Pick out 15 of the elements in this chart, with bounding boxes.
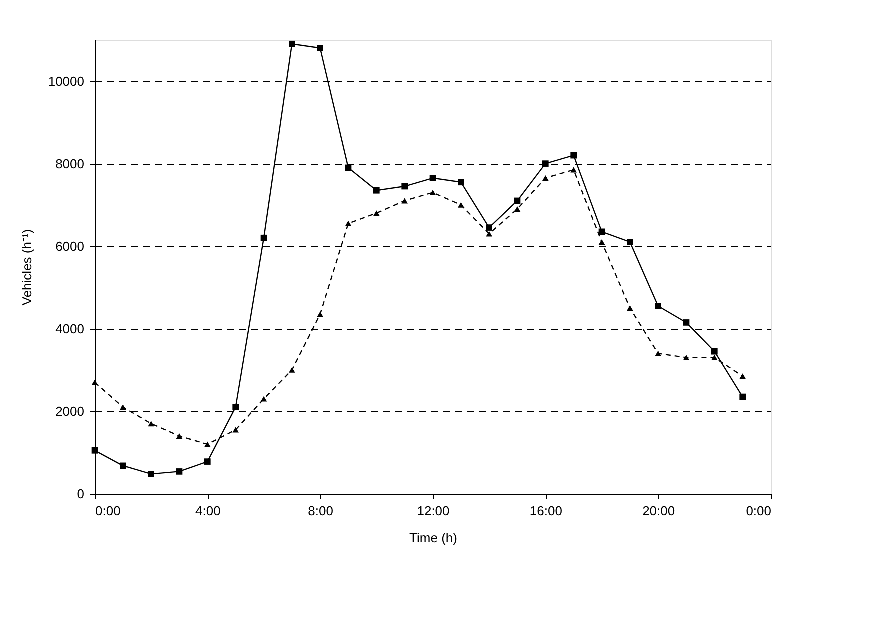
x-tick-label: 0:00 bbox=[96, 504, 121, 518]
x-axis-title: Time (h) bbox=[410, 530, 458, 546]
y-tick-label: 2000 bbox=[56, 404, 84, 419]
y-tick-label: 8000 bbox=[56, 156, 84, 172]
y-tick-label: 10000 bbox=[48, 74, 84, 89]
y-tick-label: 4000 bbox=[56, 321, 84, 336]
x-tick-label: 20:00 bbox=[642, 504, 676, 518]
x-tick-label: 0:00 bbox=[746, 504, 772, 518]
y-axis-title: Vehicles (h⁻¹) bbox=[19, 229, 34, 306]
x-tick-label: 8:00 bbox=[308, 504, 334, 518]
x-tick-label: 12:00 bbox=[417, 504, 450, 518]
y-tick-label: 0 bbox=[77, 486, 84, 502]
y-tick-label: 6000 bbox=[56, 238, 84, 254]
x-tick-label: 4:00 bbox=[196, 504, 221, 518]
x-tick-label: 16:00 bbox=[530, 504, 562, 518]
